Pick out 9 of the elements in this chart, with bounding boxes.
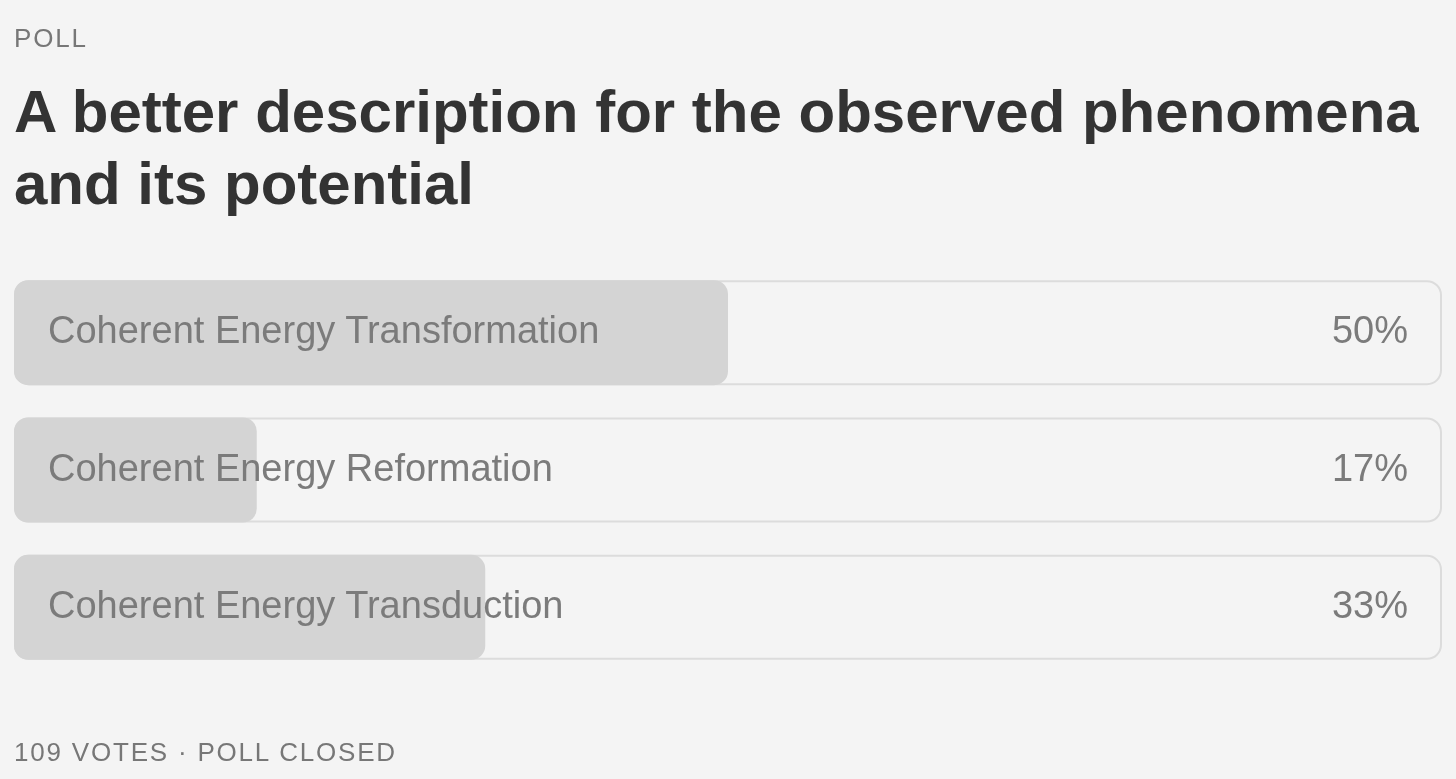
- y-tick-label: Coherent Energy Reformation: [48, 446, 553, 489]
- y-tick-label: Coherent Energy Transduction: [48, 583, 564, 626]
- y-tick-label: Coherent Energy Transformation: [48, 309, 600, 352]
- text: 109 VOTES · POLL CLOSED: [14, 737, 397, 767]
- data-label: 33%: [1331, 583, 1408, 626]
- data-label: 17%: [1331, 446, 1408, 489]
- chart-title: A better description for the observed phenomena and its potential: [14, 77, 1420, 219]
- text: POLL: [14, 23, 88, 53]
- data-label: 50%: [1331, 309, 1408, 352]
